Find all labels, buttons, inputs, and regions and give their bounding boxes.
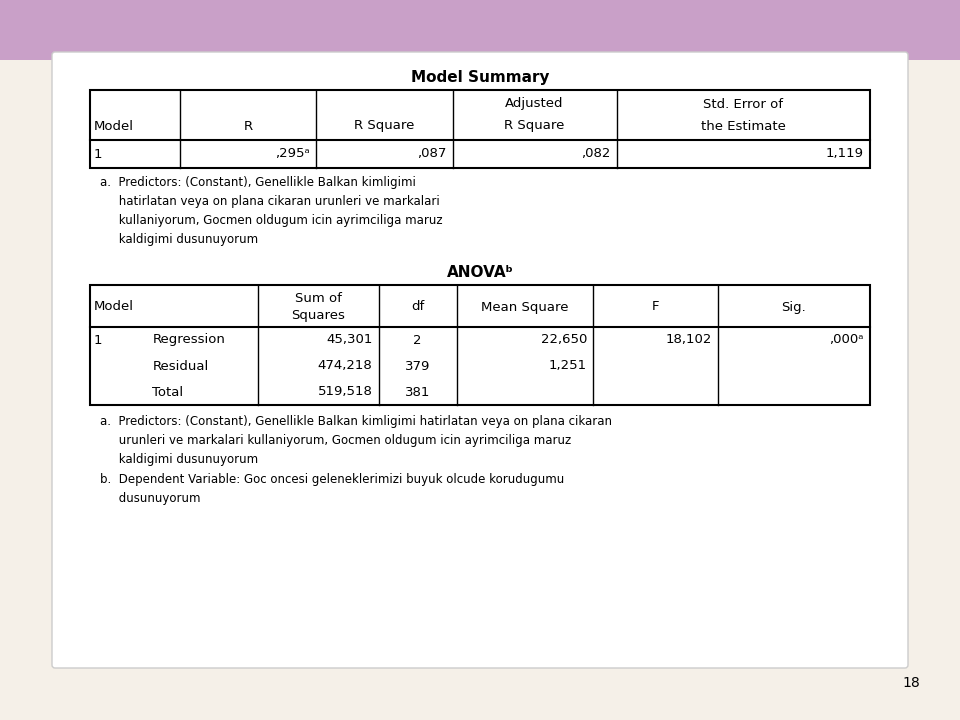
Text: Model: Model	[94, 300, 134, 313]
Text: 18,102: 18,102	[665, 333, 712, 346]
Text: 1,119: 1,119	[826, 148, 864, 161]
Text: 18: 18	[902, 676, 920, 690]
Text: 519,518: 519,518	[318, 385, 372, 398]
Text: 474,218: 474,218	[318, 359, 372, 372]
Text: 45,301: 45,301	[326, 333, 372, 346]
Text: ,295ᵃ: ,295ᵃ	[276, 148, 310, 161]
Text: ,000ᵃ: ,000ᵃ	[829, 333, 864, 346]
Text: 379: 379	[405, 359, 430, 372]
Bar	[0, 0, 960, 60]
FancyBboxPatch shape	[52, 52, 908, 668]
Text: Model: Model	[94, 120, 134, 132]
Text: 22,650: 22,650	[540, 333, 588, 346]
Text: R: R	[244, 120, 252, 132]
Text: 2: 2	[414, 333, 421, 346]
Text: df: df	[411, 300, 424, 313]
Text: a.  Predictors: (Constant), Genellikle Balkan kimligimi hatirlatan veya on plana: a. Predictors: (Constant), Genellikle Ba…	[100, 415, 612, 466]
Text: Sum of: Sum of	[295, 292, 342, 305]
Text: ,087: ,087	[418, 148, 446, 161]
Text: b.  Dependent Variable: Goc oncesi geleneklerimizi buyuk olcude korudugumu
     : b. Dependent Variable: Goc oncesi gelene…	[100, 473, 564, 505]
Bar	[90, 285, 870, 405]
Bar	[90, 90, 870, 168]
Text: Model Summary: Model Summary	[411, 70, 549, 85]
Text: 381: 381	[405, 385, 430, 398]
Text: Adjusted: Adjusted	[505, 97, 564, 110]
Text: 1,251: 1,251	[549, 359, 588, 372]
Text: a.  Predictors: (Constant), Genellikle Balkan kimligimi
     hatirlatan veya on : a. Predictors: (Constant), Genellikle Ba…	[100, 176, 443, 246]
Text: Std. Error of: Std. Error of	[704, 97, 783, 110]
Text: Sig.: Sig.	[781, 300, 806, 313]
Text: ,082: ,082	[581, 148, 611, 161]
Text: Residual: Residual	[153, 359, 208, 372]
Text: Mean Square: Mean Square	[481, 300, 568, 313]
Text: Regression: Regression	[153, 333, 226, 346]
Text: F: F	[652, 300, 660, 313]
Text: the Estimate: the Estimate	[701, 120, 785, 132]
Text: Total: Total	[153, 385, 183, 398]
Text: R Square: R Square	[354, 120, 415, 132]
Text: 1: 1	[94, 148, 103, 161]
Text: 1: 1	[94, 333, 103, 346]
Text: R Square: R Square	[504, 120, 564, 132]
Text: ANOVAᵇ: ANOVAᵇ	[446, 265, 514, 280]
Text: Squares: Squares	[291, 308, 345, 322]
